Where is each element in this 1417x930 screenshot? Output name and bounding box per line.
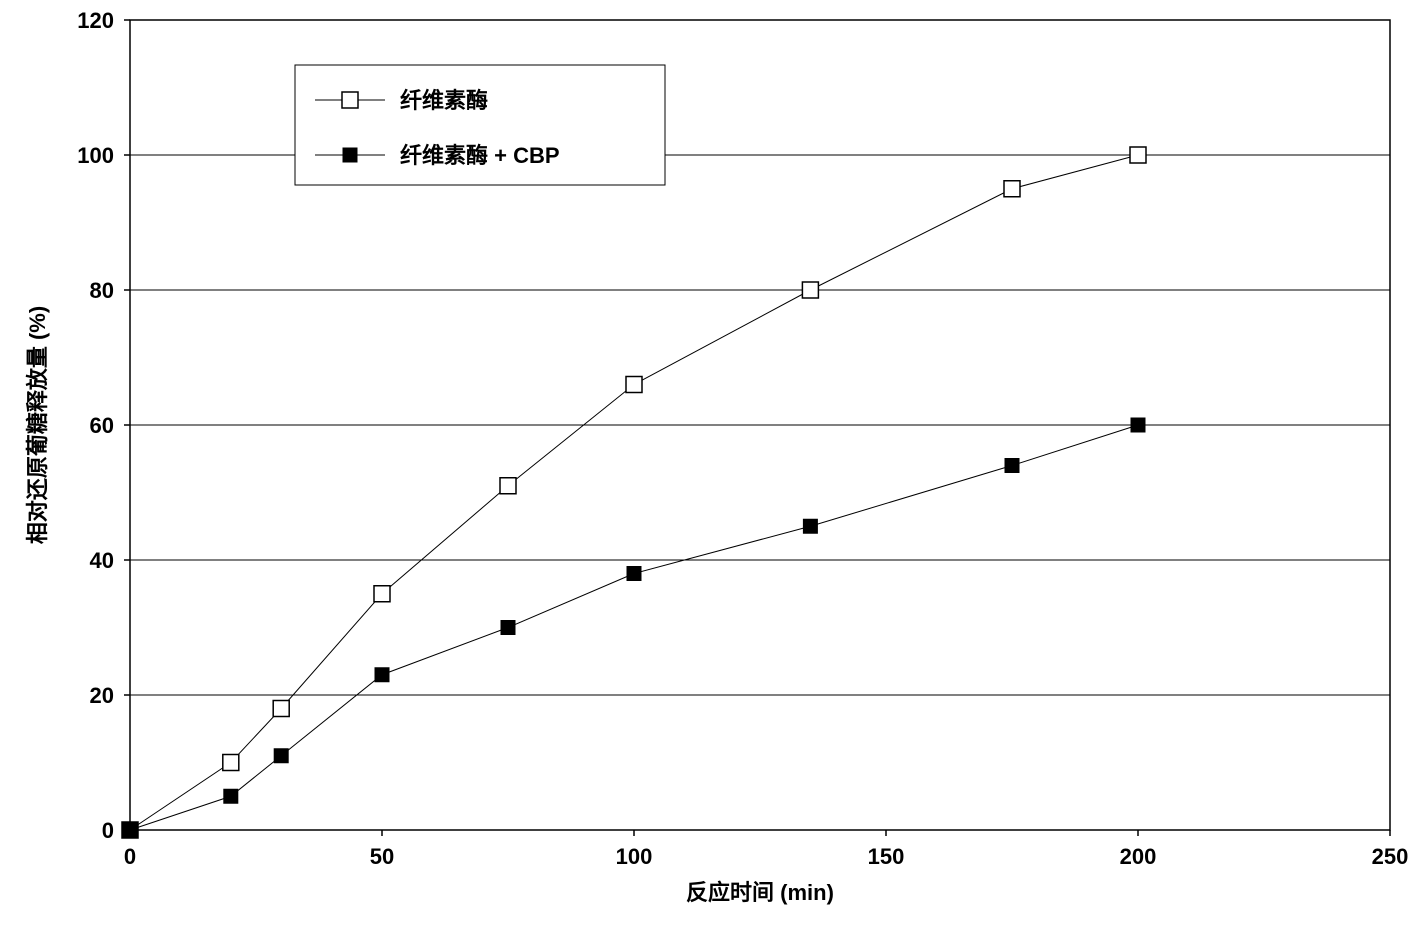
line-chart: 0 50 100 150 200 250 0 20 40 60 80 100 120 反应时间 (min)… (0, 0, 1417, 930)
chart-container: 0 50 100 150 200 250 0 20 40 60 80 100 120 反应时间 (min)… (0, 0, 1417, 930)
x-axis-label: 反应时间 (min) (686, 880, 834, 905)
svg-text:20: 20 (90, 683, 114, 708)
legend-label-0: 纤维素酶 (400, 88, 488, 113)
svg-text:80: 80 (90, 278, 114, 303)
svg-text:250: 250 (1372, 844, 1409, 869)
svg-text:100: 100 (616, 844, 653, 869)
svg-text:0: 0 (124, 844, 136, 869)
svg-text:100: 100 (77, 143, 114, 168)
y-axis-label: 相对还原葡糖释放量 (%) (25, 306, 50, 544)
legend-label-1: 纤维素酶 + CBP (400, 143, 560, 168)
svg-text:150: 150 (868, 844, 905, 869)
svg-text:50: 50 (370, 844, 394, 869)
svg-text:0: 0 (102, 818, 114, 843)
svg-text:200: 200 (1120, 844, 1157, 869)
legend: 纤维素酶纤维素酶 + CBP (295, 65, 665, 185)
svg-text:60: 60 (90, 413, 114, 438)
svg-text:120: 120 (77, 8, 114, 33)
svg-text:40: 40 (90, 548, 114, 573)
